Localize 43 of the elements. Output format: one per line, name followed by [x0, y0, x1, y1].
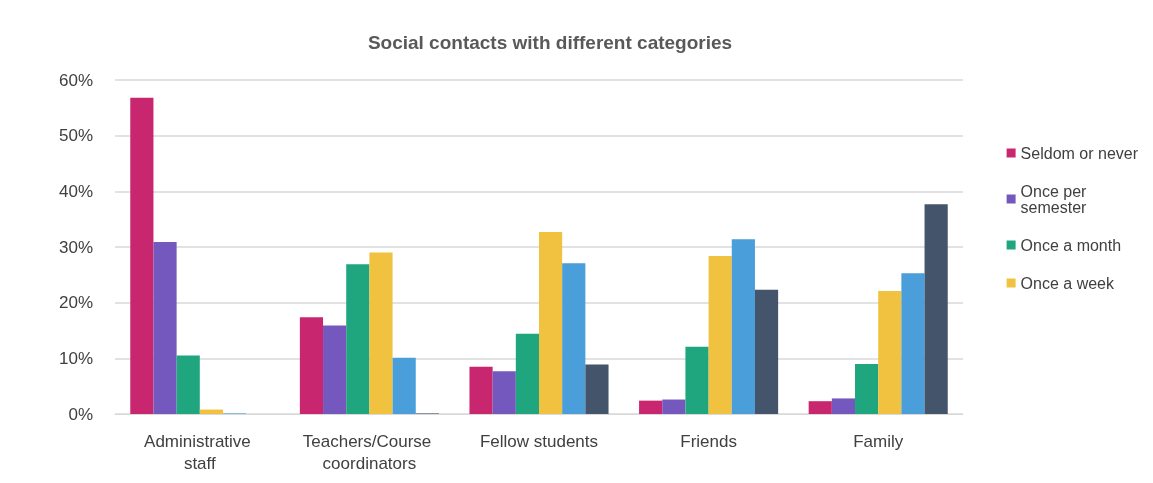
bar: [562, 263, 586, 414]
x-tick-label: Friends: [680, 431, 737, 451]
bar: [808, 401, 832, 414]
bar: [878, 290, 902, 414]
bar: [685, 346, 709, 414]
bar: [299, 317, 324, 414]
bar: [369, 252, 393, 414]
bar: [515, 333, 539, 414]
bar: [392, 357, 416, 414]
bar: [924, 204, 948, 414]
bar: [130, 97, 154, 414]
y-tick-label: 0%: [68, 404, 93, 424]
bar: [901, 273, 925, 414]
bar: [539, 231, 563, 414]
x-tick-label: Family: [853, 431, 904, 451]
legend-label: Seldom or never: [1020, 144, 1139, 162]
bar: [754, 289, 779, 414]
y-tick-label: 40%: [58, 181, 93, 201]
legend-label: Once per semester: [1020, 182, 1091, 216]
x-tick-label: Teachers/Course coordinators: [302, 431, 437, 473]
bar: [492, 371, 516, 414]
legend-label: Once a week: [1020, 274, 1115, 292]
bar: [585, 364, 609, 414]
bar: [469, 366, 493, 414]
bar: [708, 255, 732, 414]
bar: [831, 398, 856, 414]
x-tick-label: Administrative staff: [144, 431, 256, 473]
bar: [153, 241, 177, 414]
y-tick-label: 10%: [58, 348, 93, 368]
bar: [731, 239, 755, 414]
y-tick-label: 30%: [58, 237, 93, 257]
y-tick-label: 50%: [58, 126, 93, 146]
bar: [662, 399, 686, 414]
bar: [176, 355, 200, 414]
y-tick-label: 20%: [58, 293, 93, 313]
x-tick-label: Fellow students: [479, 431, 599, 451]
bar: [855, 363, 879, 414]
bar: [323, 325, 347, 414]
legend-label: Once a month: [1020, 236, 1122, 254]
bar: [346, 264, 370, 414]
y-tick-label: 60%: [58, 70, 93, 90]
chart-title: Social contacts with different categories: [367, 32, 733, 53]
bar: [639, 400, 663, 414]
